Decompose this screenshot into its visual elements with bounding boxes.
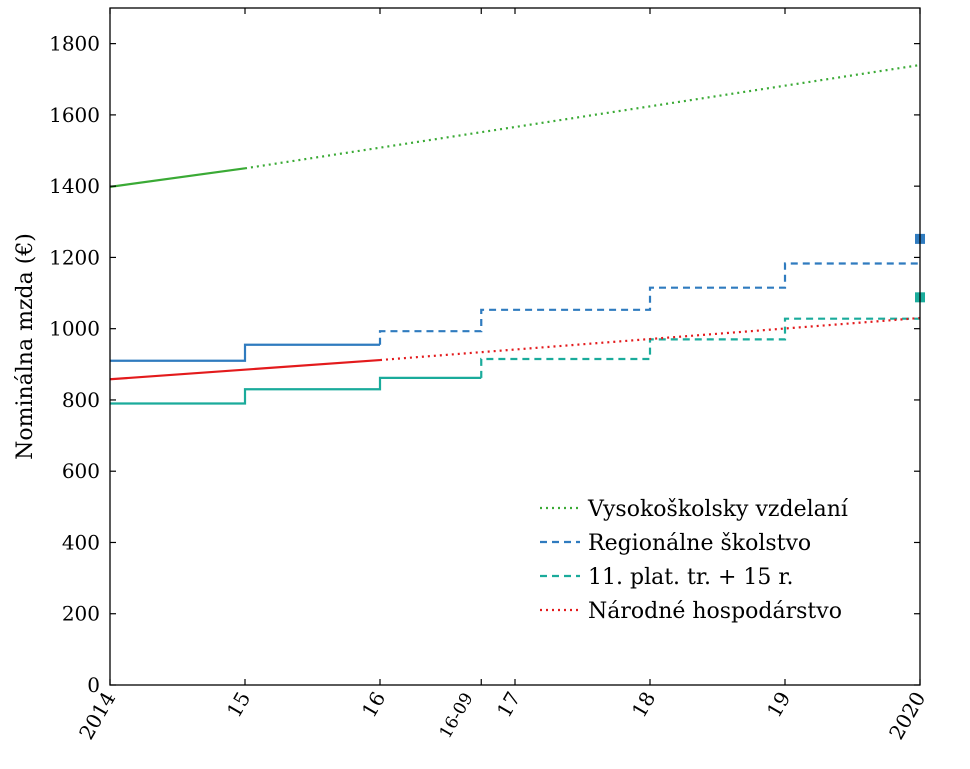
y-tick-label-6: 1200 — [49, 245, 100, 269]
y-axis-label: Nominálna mzda (€) — [13, 233, 38, 460]
series-1 — [110, 233, 925, 362]
series-2-actual-line — [110, 376, 482, 405]
x-tick-label-5: 18 — [627, 688, 661, 722]
y-tick-label-9: 1800 — [49, 32, 100, 56]
x-tick-label-7: 2020 — [884, 688, 930, 744]
series-layer — [109, 63, 925, 405]
legend-entry-3: Národné hospodárstvo — [540, 599, 842, 624]
y-tick-label-0: 0 — [87, 673, 100, 697]
legend-label-1: Regionálne školstvo — [588, 531, 811, 556]
legend-label-0: Vysokoškolsky vzdelaní — [587, 497, 849, 522]
legend-label-3: Národné hospodárstvo — [588, 599, 842, 624]
series-3 — [109, 316, 921, 381]
x-tick-label-1: 15 — [222, 688, 256, 722]
x-tick-label-3: 16-09 — [436, 690, 478, 742]
y-tick-label-5: 1000 — [49, 317, 100, 341]
x-tick-label-6: 19 — [762, 688, 796, 722]
plot-frame — [109, 7, 921, 686]
y-tick-label-2: 400 — [62, 530, 100, 554]
x-tick-label-4: 17 — [492, 688, 526, 722]
series-3-actual-line — [109, 358, 381, 381]
legend-label-2: 11. plat. tr. + 15 r. — [588, 565, 793, 590]
x-tick-label-0: 2014 — [74, 688, 120, 744]
legend-entry-0: Vysokoškolsky vzdelaní — [540, 497, 849, 522]
y-tick-label-4: 800 — [62, 388, 100, 412]
series-2-projected-line — [480, 317, 920, 378]
legend-entry-2: 11. plat. tr. + 15 r. — [540, 565, 793, 590]
series-0 — [109, 63, 921, 188]
series-0-actual-line — [109, 167, 246, 188]
x-tick-label-2: 16 — [357, 688, 391, 722]
series-1-actual-line — [110, 343, 380, 362]
series-1-projected-line — [378, 262, 920, 345]
y-tick-label-8: 1600 — [49, 103, 100, 127]
legend-entry-1: Regionálne školstvo — [540, 531, 811, 556]
y-tick-label-3: 600 — [62, 459, 100, 483]
series-0-projected-line — [244, 63, 921, 170]
series-3-projected-line — [379, 316, 921, 362]
legend: Vysokoškolsky vzdelaní Regionálne školstv… — [540, 497, 849, 624]
y-tick-label-1: 200 — [62, 602, 100, 626]
y-tick-label-7: 1400 — [49, 174, 100, 198]
